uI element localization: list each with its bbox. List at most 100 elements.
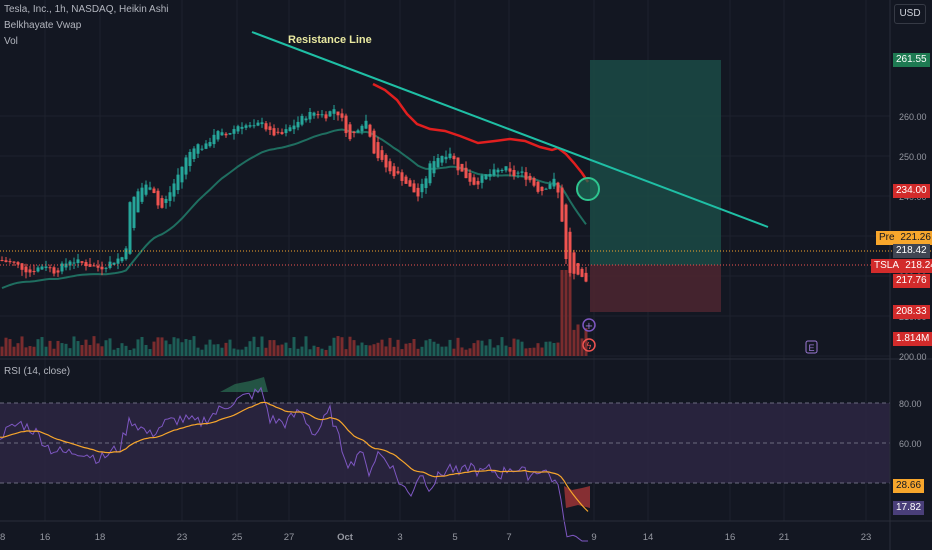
indicator-volume-label[interactable]: Vol <box>4 36 18 47</box>
volume-bar <box>312 345 316 356</box>
candle-body <box>176 174 180 191</box>
candle-body <box>376 142 380 159</box>
currency-button[interactable]: USD <box>894 4 926 24</box>
candle-body <box>152 188 156 194</box>
volume-bar <box>524 348 528 356</box>
volume-bar <box>540 347 544 356</box>
volume-bar <box>420 346 424 356</box>
volume-bar <box>56 340 60 356</box>
volume-bar <box>472 343 476 356</box>
volume-bar <box>112 349 116 356</box>
candle-body <box>236 126 240 132</box>
volume-bar <box>24 347 28 356</box>
candle-body <box>436 157 440 168</box>
add-alert-icon[interactable] <box>582 318 596 332</box>
volume-bar <box>496 345 500 356</box>
volume-bar <box>352 340 356 356</box>
volume-bar <box>108 338 112 356</box>
candle-body <box>16 262 20 265</box>
volume-bar <box>460 347 464 356</box>
volume-bar <box>560 270 564 356</box>
volume-bar <box>564 270 568 356</box>
volume-bar <box>428 338 432 356</box>
candle-body <box>556 182 560 193</box>
candle-body <box>392 166 396 177</box>
candle-body <box>472 177 476 185</box>
volume-bar <box>288 348 292 356</box>
candle-body <box>272 128 276 136</box>
volume-bar <box>252 336 256 356</box>
volume-bar <box>0 346 4 356</box>
volume-bar <box>376 342 380 356</box>
candle-body <box>572 252 576 274</box>
volume-bar <box>392 346 396 356</box>
candle-body <box>92 265 96 267</box>
volume-bar <box>408 343 412 356</box>
candle-body <box>32 270 36 272</box>
candle-body <box>324 114 328 119</box>
volume-bar <box>244 346 248 356</box>
time-axis-label: 14 <box>643 532 654 543</box>
plus-glyph: + <box>585 321 593 332</box>
stop-price-tag: 208.33 <box>893 305 930 319</box>
candle-body <box>200 148 204 150</box>
candle-body <box>580 268 584 277</box>
time-axis-label: 7 <box>506 532 511 543</box>
rsi-title[interactable]: RSI (14, close) <box>4 366 71 377</box>
volume-bars <box>0 270 588 356</box>
target-price-tag: 261.55 <box>893 53 930 67</box>
candle-body <box>248 125 252 127</box>
volume-bar <box>396 339 400 356</box>
candle-body <box>140 187 144 202</box>
volume-bar <box>548 341 552 356</box>
time-axis-label: 25 <box>232 532 243 543</box>
indicator-vwap-label[interactable]: Belkhayate Vwap <box>4 20 82 31</box>
flash-icon[interactable] <box>582 338 596 352</box>
volume-bar <box>172 337 176 356</box>
candle-body <box>8 261 12 263</box>
volume-bar <box>168 344 172 356</box>
earnings-label: E <box>808 343 814 353</box>
candle-body <box>280 132 284 135</box>
candle-body <box>228 133 232 135</box>
volume-bar <box>384 346 388 356</box>
candle-body <box>448 153 452 159</box>
candle-body <box>188 151 192 166</box>
flash-glyph: ϟ <box>586 342 592 352</box>
volume-bar <box>180 342 184 356</box>
volume-bar <box>568 270 572 356</box>
candle-body <box>204 143 208 149</box>
candle-body <box>196 144 200 154</box>
volume-bar <box>116 347 120 356</box>
candle-body <box>24 266 28 273</box>
volume-bar <box>316 346 320 356</box>
volume-bar <box>44 346 48 356</box>
candle-body <box>40 266 44 270</box>
resistance-line[interactable] <box>251 31 769 228</box>
candle-body <box>52 267 56 274</box>
symbol-price: 218.24 <box>905 260 932 271</box>
candle-body <box>164 198 168 203</box>
candle-body <box>424 178 428 189</box>
volume-bar <box>152 341 156 356</box>
candle-body <box>240 126 244 129</box>
candle-body <box>420 183 424 193</box>
candle-body <box>168 192 172 201</box>
volume-bar <box>12 346 16 356</box>
candle-body <box>412 183 416 193</box>
candle-body <box>96 265 100 268</box>
candle-body <box>452 155 456 160</box>
candle-body <box>476 181 480 185</box>
volume-bar <box>260 336 264 356</box>
volume-bar <box>128 349 132 356</box>
candle-body <box>84 262 88 267</box>
volume-bar <box>520 341 524 356</box>
volume-bar <box>572 329 576 356</box>
time-axis-label: 5 <box>452 532 457 543</box>
volume-bar <box>580 338 584 356</box>
earnings-icon[interactable] <box>805 340 818 354</box>
candle-body <box>172 183 176 197</box>
volume-bar <box>416 348 420 356</box>
